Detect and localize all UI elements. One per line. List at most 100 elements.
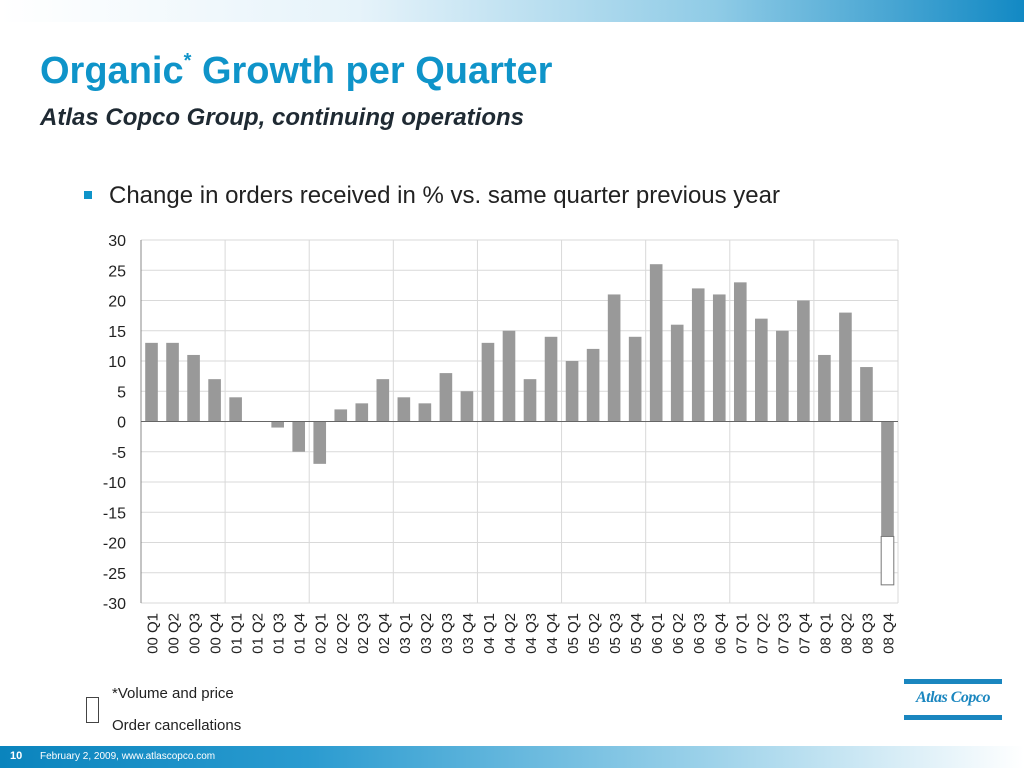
bar: [313, 421, 327, 464]
bar: [376, 379, 390, 422]
footer-bar: [0, 746, 1024, 768]
x-tick-label: 07 Q1: [733, 613, 750, 654]
bar: [565, 361, 579, 422]
x-tick-label: 06 Q3: [691, 613, 708, 654]
bar: [776, 330, 789, 422]
logo-stripe-bottom: [904, 715, 1002, 720]
x-tick-label: 05 Q1: [565, 613, 582, 654]
title-rest: Growth per Quarter: [191, 50, 553, 92]
atlas-copco-logo: Atlas Copco: [904, 679, 1002, 723]
y-tick-label: -30: [103, 596, 126, 613]
bar: [145, 342, 158, 422]
x-tick-label: 02 Q1: [313, 613, 330, 654]
footnote-order-cancellations: Order cancellations: [112, 717, 242, 734]
bar: [334, 409, 348, 422]
x-tick-label: 02 Q2: [334, 613, 351, 654]
bar: [544, 336, 558, 422]
bar: [418, 403, 432, 422]
x-tick-label: 04 Q4: [544, 613, 561, 654]
y-tick-label: -15: [103, 505, 126, 522]
bar: [607, 294, 621, 422]
bar: [712, 294, 726, 422]
bar: [439, 373, 453, 422]
x-tick-label: 08 Q4: [880, 613, 897, 654]
x-tick-label: 08 Q3: [859, 613, 876, 654]
x-tick-label: 05 Q3: [607, 613, 624, 654]
bar: [839, 312, 852, 422]
bar: [187, 354, 200, 422]
bar: [733, 282, 747, 422]
bar: [628, 336, 642, 422]
x-tick-label: 06 Q2: [670, 613, 687, 654]
footnote-volume-price: *Volume and price: [112, 685, 234, 702]
y-tick-label: 5: [117, 384, 126, 401]
x-tick-label: 03 Q2: [418, 613, 435, 654]
x-tick-label: 04 Q3: [523, 613, 540, 654]
x-tick-label: 02 Q4: [376, 613, 393, 654]
bar: [460, 391, 474, 422]
logo-text: Atlas Copco: [915, 689, 991, 706]
bar: [523, 379, 537, 422]
x-tick-label: 04 Q1: [481, 613, 498, 654]
y-tick-label: 30: [108, 233, 126, 250]
bar: [691, 288, 705, 422]
bar: [881, 421, 894, 537]
x-tick-label: 00 Q3: [187, 613, 204, 654]
bar: [229, 397, 242, 422]
title-main: Organic: [40, 50, 184, 92]
y-tick-label: -10: [103, 475, 126, 492]
page-number: 10: [10, 750, 23, 762]
bullet-item: Change in orders received in % vs. same …: [84, 182, 780, 210]
x-tick-label: 03 Q3: [439, 613, 456, 654]
x-tick-label: 01 Q4: [292, 613, 309, 654]
y-tick-label: -20: [103, 536, 126, 553]
y-tick-label: 20: [108, 294, 126, 311]
x-tick-label: 04 Q2: [502, 613, 519, 654]
x-tick-label: 05 Q4: [628, 613, 645, 654]
page-title: Organic* Growth per Quarter: [40, 50, 552, 93]
x-tick-label: 01 Q3: [271, 613, 288, 654]
x-tick-label: 07 Q3: [775, 613, 792, 654]
bar: [292, 421, 306, 452]
x-tick-label: 01 Q1: [229, 613, 246, 654]
order-cancellations-legend-icon: [86, 697, 99, 723]
y-tick-label: 10: [108, 354, 126, 371]
logo-stripe-top: [904, 679, 1002, 684]
bar: [271, 421, 284, 428]
x-tick-label: 06 Q1: [649, 613, 666, 654]
bar: [649, 264, 663, 422]
x-tick-label: 08 Q1: [817, 613, 834, 654]
x-tick-label: 06 Q4: [712, 613, 729, 654]
bar: [755, 318, 768, 422]
x-tick-label: 08 Q2: [838, 613, 855, 654]
y-tick-label: 25: [108, 263, 126, 280]
bar: [502, 330, 516, 422]
x-tick-label: 02 Q3: [355, 613, 372, 654]
y-tick-label: 0: [117, 415, 126, 432]
x-tick-label: 05 Q2: [586, 613, 603, 654]
bar: [208, 379, 221, 422]
bar: [166, 342, 179, 422]
x-tick-label: 03 Q4: [460, 613, 477, 654]
bar: [860, 367, 873, 422]
x-tick-label: 00 Q2: [166, 613, 183, 654]
y-tick-label: 15: [108, 324, 126, 341]
footer-date-url: February 2, 2009, www.atlascopco.com: [40, 751, 216, 762]
x-tick-label: 07 Q2: [754, 613, 771, 654]
bar: [670, 324, 684, 422]
x-tick-label: 07 Q4: [796, 613, 813, 654]
square-bullet-icon: [84, 191, 92, 199]
x-tick-label: 00 Q1: [145, 613, 162, 654]
page-subtitle: Atlas Copco Group, continuing operations: [40, 104, 524, 131]
bar: [355, 403, 369, 422]
top-gradient-bar: [0, 0, 1024, 22]
x-tick-label: 01 Q2: [250, 613, 267, 654]
bar: [818, 354, 831, 422]
x-tick-label: 03 Q1: [397, 613, 414, 654]
bar: [586, 348, 600, 422]
bar: [481, 342, 495, 422]
chart-bars: [145, 264, 895, 586]
y-tick-label: -25: [103, 566, 126, 583]
